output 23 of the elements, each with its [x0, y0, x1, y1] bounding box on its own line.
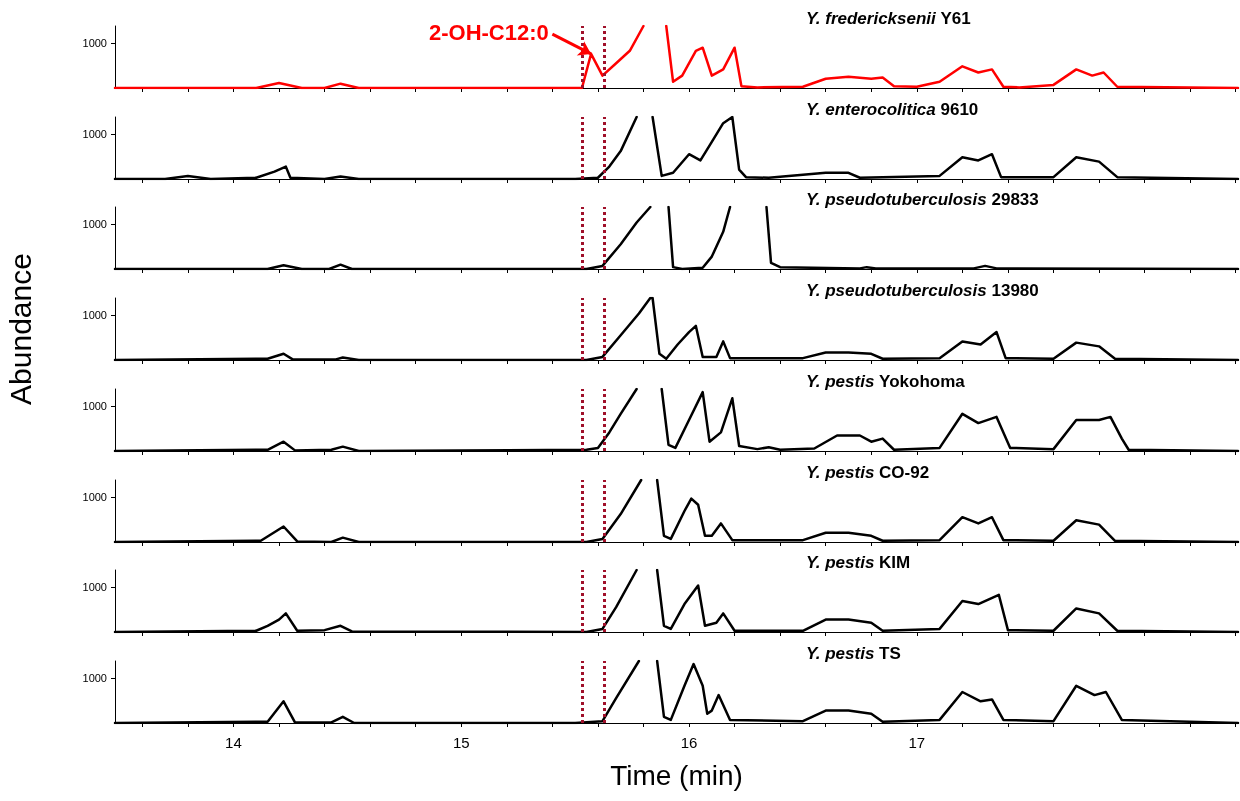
text: Y. pestis CO-92 [806, 462, 930, 482]
text: Y. pseudotuberculosis 13980 [806, 281, 1039, 301]
series-label: Y. pestis Yokohoma [806, 371, 966, 391]
text: Y. fredericksenii Y61 [806, 9, 971, 28]
text: Y. pestis TS [806, 643, 901, 663]
x-axis-title: Time (min) [610, 759, 743, 791]
x-tick-label: 17 [908, 733, 926, 751]
y-axis-title: Abundance [3, 253, 37, 405]
text: 1000 [82, 128, 107, 141]
x-tick-label: 15 [452, 733, 470, 751]
text: 1000 [82, 672, 107, 685]
text: Y. enterocolitica 9610 [806, 99, 979, 119]
text: Y. pseudotuberculosis 29833 [806, 190, 1039, 210]
x-tick-label: 14 [225, 733, 242, 751]
text: 1000 [82, 581, 107, 594]
x-tick-label: 16 [680, 733, 698, 751]
text: 1000 [82, 218, 107, 231]
text: 1000 [82, 37, 107, 50]
text: Y. pestis KIM [806, 553, 911, 573]
text: 1000 [82, 309, 107, 322]
text: 1000 [82, 400, 107, 413]
text: 1000 [82, 490, 107, 503]
annotation: 2-OH-C12:0 [428, 19, 549, 45]
